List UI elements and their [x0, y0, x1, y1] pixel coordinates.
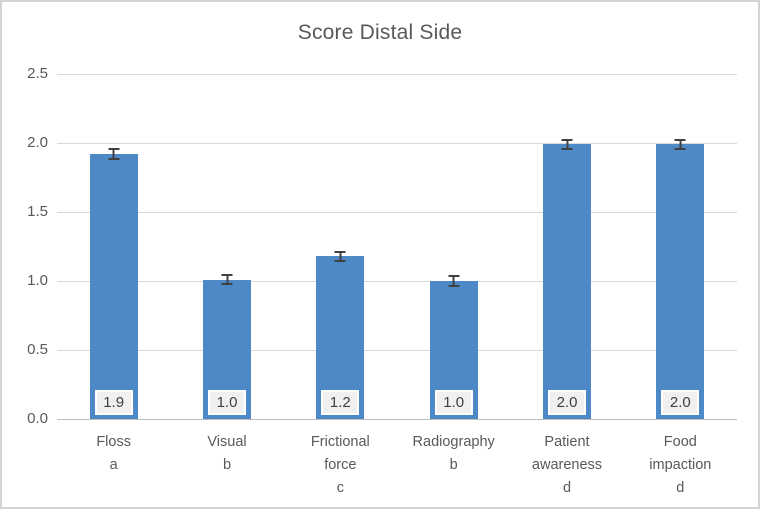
- gridline: [57, 143, 737, 144]
- x-tick-label: Frictional force c: [284, 431, 397, 500]
- y-tick-label: 1.5: [27, 203, 48, 220]
- error-bar: [674, 138, 686, 150]
- error-bar: [334, 250, 346, 262]
- error-bar-stem: [452, 274, 455, 288]
- x-tick-label-line: c: [336, 480, 344, 496]
- error-bar-cap-top: [221, 274, 233, 277]
- error-bar-cap-bottom: [448, 285, 460, 288]
- gridline: [57, 74, 737, 75]
- bar: 1.0: [429, 274, 478, 419]
- error-bar: [448, 274, 460, 288]
- x-tick-label-line: force: [324, 457, 357, 473]
- error-bar-cap-top: [674, 138, 686, 141]
- x-tick-label: Patient awareness d: [510, 431, 623, 500]
- x-tick-label-line: awareness: [531, 457, 603, 473]
- x-tick-label-line: Frictional: [310, 434, 370, 450]
- gridline: [57, 281, 737, 282]
- error-bar-cap-bottom: [561, 147, 573, 150]
- error-bar-cap-bottom: [221, 283, 233, 286]
- error-bar-stem: [112, 147, 115, 161]
- x-tick-label-line: impaction: [649, 457, 712, 473]
- y-tick-label: 0.5: [27, 341, 48, 358]
- error-bar-cap-top: [334, 250, 346, 253]
- error-bar-cap-bottom: [334, 259, 346, 262]
- bar: 2.0: [543, 138, 591, 419]
- x-tick-label-line: d: [562, 480, 572, 496]
- error-bar-cap-top: [108, 147, 120, 150]
- error-bar-cap-top: [448, 274, 460, 277]
- x-tick-label-line: a: [109, 457, 118, 473]
- error-bar: [561, 138, 573, 150]
- x-tick-label: Visual b: [170, 431, 283, 477]
- x-tick-label-line: Food: [663, 434, 697, 450]
- y-tick-label: 2.5: [27, 65, 48, 82]
- x-tick-label-line: Patient: [544, 434, 590, 450]
- chart-title: Score Distal Side: [297, 21, 463, 44]
- x-tick-label-line: Floss: [96, 434, 131, 450]
- x-tick-label: Radiography b: [397, 431, 510, 477]
- error-bar-stem: [339, 250, 342, 262]
- bar-value-label: 1.2: [321, 390, 360, 415]
- y-tick-label: 1.0: [27, 272, 48, 289]
- x-tick-label-line: b: [449, 457, 458, 473]
- x-tick-label-line: b: [222, 457, 232, 473]
- x-tick-label-line: Radiography: [412, 434, 495, 450]
- gridline: [57, 419, 737, 420]
- y-tick-label: 0.0: [27, 410, 48, 427]
- error-bar-cap-top: [561, 138, 573, 141]
- y-tick-label: 2.0: [27, 134, 48, 151]
- error-bar-stem: [566, 138, 568, 150]
- bar-value-label: 2.0: [548, 390, 586, 415]
- x-tick-label-line: d: [676, 480, 685, 496]
- error-bar-cap-bottom: [674, 147, 686, 150]
- bar-value-label: 2.0: [661, 390, 700, 415]
- bar-value-label: 1.9: [94, 390, 133, 415]
- x-tick-label: Food impaction d: [624, 431, 737, 500]
- bar: 1.0: [203, 274, 251, 419]
- gridline: [57, 350, 737, 351]
- x-tick-label: Floss a: [57, 431, 170, 477]
- error-bar: [221, 274, 233, 286]
- bar-value-label: 1.0: [208, 390, 246, 415]
- bar-value-label: 1.0: [434, 390, 473, 415]
- bar: 2.0: [656, 138, 705, 419]
- error-bar-stem: [226, 274, 228, 286]
- gridline: [57, 212, 737, 213]
- error-bar: [108, 147, 120, 161]
- error-bar-stem: [679, 138, 682, 150]
- bar: 1.2: [316, 250, 365, 419]
- plot-area: 1.9 1.0 1.2 1.0 2.0 2.0: [57, 74, 737, 420]
- bar: 1.9: [89, 147, 138, 419]
- x-tick-label-line: Visual: [207, 434, 247, 450]
- error-bar-cap-bottom: [108, 158, 120, 161]
